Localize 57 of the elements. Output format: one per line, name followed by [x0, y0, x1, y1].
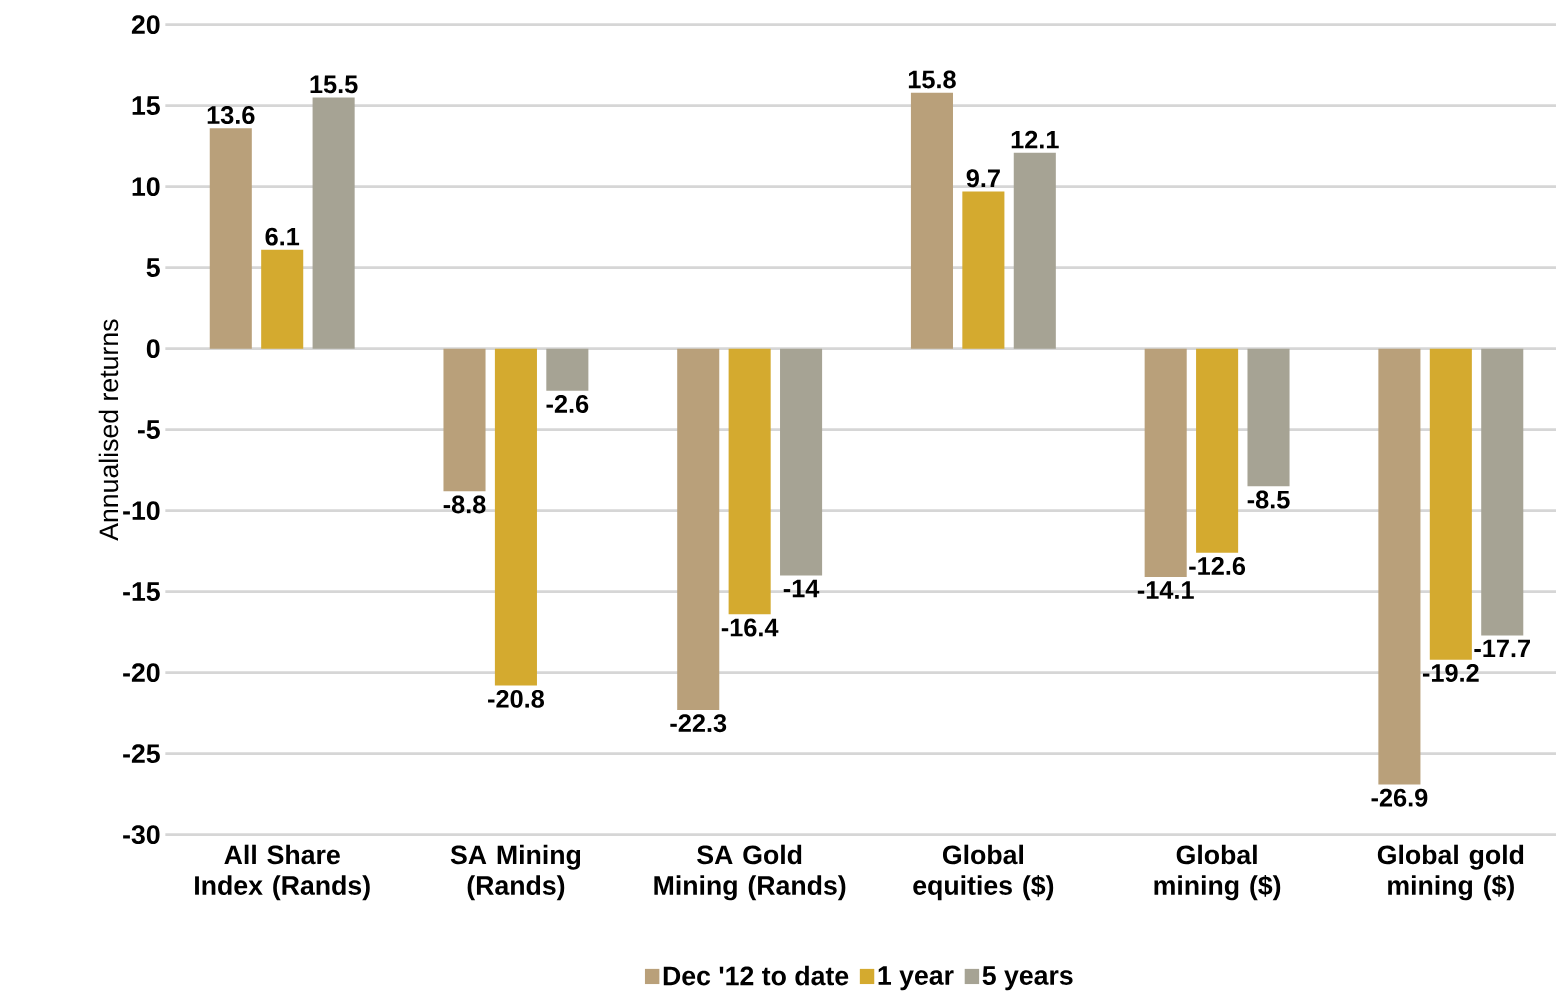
x-tick-label: All Share Index (Rands) [195, 844, 370, 901]
y-tick-label: 20 [131, 15, 160, 35]
bar [1481, 348, 1524, 636]
y-axis-title: Annualised returns [98, 319, 119, 541]
bar [1378, 348, 1421, 785]
y-tick-label: 10 [132, 177, 160, 197]
data-label: -14.1 [1137, 581, 1194, 599]
y-tick-label: 5 [146, 258, 160, 278]
bar [494, 348, 537, 686]
y-tick-label: 0 [146, 339, 160, 359]
bar [261, 250, 304, 349]
data-label: 15.8 [908, 70, 956, 89]
y-tick-label: -20 [123, 663, 160, 683]
data-label: -20.8 [488, 690, 544, 708]
bar [1429, 348, 1472, 660]
bar [1144, 348, 1187, 578]
y-tick-label: 15 [132, 96, 160, 116]
bar [728, 348, 771, 615]
bar [443, 348, 486, 492]
legend-label: Dec '12 to date [663, 965, 849, 986]
x-tick-label: SA Gold Mining (Rands) [654, 844, 846, 901]
data-label: -12.6 [1189, 557, 1246, 576]
y-tick-label: -15 [123, 582, 160, 602]
data-label: 6.1 [265, 227, 300, 246]
bar [677, 348, 720, 711]
y-tick-label: -30 [123, 825, 160, 845]
x-tick-label: Global gold mining ($) [1377, 844, 1524, 901]
data-label: -22.3 [670, 714, 727, 733]
bar [1247, 348, 1290, 487]
data-label: 13.6 [207, 106, 255, 125]
legend-label: 5 years [982, 966, 1073, 991]
bar [962, 191, 1005, 349]
legend-label: 1 year [878, 966, 954, 991]
bar [780, 348, 823, 576]
bar [1013, 152, 1056, 349]
y-tick-label: -10 [123, 501, 160, 521]
x-tick-label: SA Mining (Rands) [450, 844, 581, 901]
y-tick-label: -25 [123, 744, 160, 764]
data-label: -19.2 [1422, 664, 1479, 683]
data-label: -17.7 [1474, 639, 1530, 658]
data-label: -26.9 [1371, 788, 1428, 807]
x-tick-label: Global equities ($) [913, 844, 1054, 901]
bar [312, 97, 355, 349]
x-tick-label: Global mining ($) [1154, 844, 1281, 901]
bar [1196, 348, 1239, 553]
data-label: 12.1 [1011, 130, 1059, 149]
y-tick-label: -5 [137, 420, 160, 440]
bar [546, 348, 589, 391]
data-label: -14 [783, 579, 820, 598]
data-label: -2.6 [546, 395, 589, 414]
data-label: -8.5 [1247, 490, 1290, 509]
data-label: 9.7 [966, 169, 1000, 188]
bar [209, 128, 252, 349]
data-label: 15.5 [310, 75, 358, 94]
bar [910, 92, 953, 349]
data-label: -8.8 [443, 495, 486, 514]
data-label: -16.4 [721, 618, 779, 637]
